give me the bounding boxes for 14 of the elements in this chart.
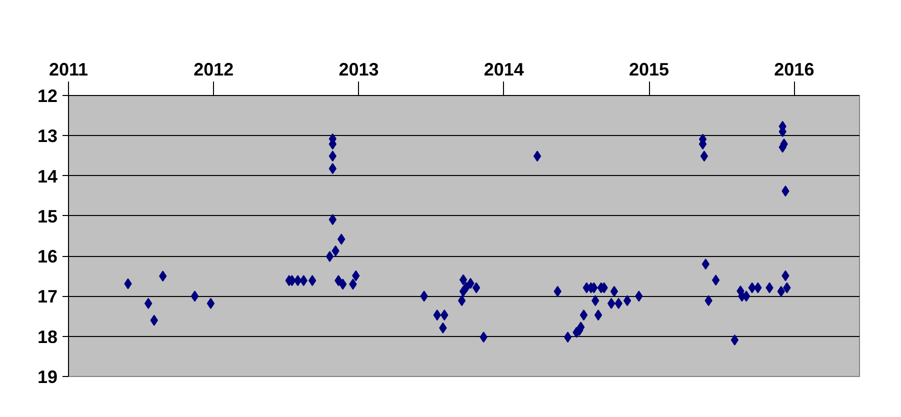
y-tick-label: 13 [37, 126, 58, 146]
y-tick-label: 19 [37, 367, 58, 387]
x-tick-label: 2014 [484, 60, 524, 80]
y-tick-label: 12 [37, 86, 58, 106]
y-tick-label: 15 [37, 206, 58, 226]
x-tick-label: 2013 [338, 60, 379, 80]
x-tick-label: 2012 [194, 60, 234, 80]
x-tick-label: 2011 [48, 60, 88, 80]
x-tick-label: 2015 [629, 60, 670, 80]
y-tick-label: 16 [37, 246, 58, 267]
x-tick-label: 2016 [774, 60, 814, 80]
y-tick-label: 17 [37, 286, 58, 307]
y-tick-label: 14 [37, 166, 58, 186]
y-tick-label: 18 [37, 326, 58, 347]
